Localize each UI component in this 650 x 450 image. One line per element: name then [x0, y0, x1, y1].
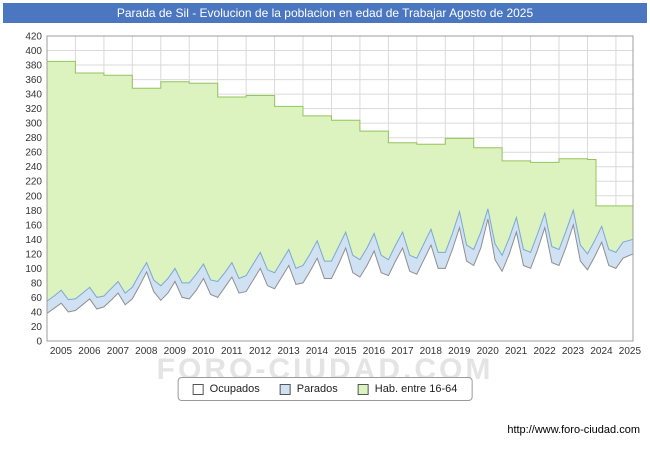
- svg-text:200: 200: [25, 191, 42, 202]
- svg-text:240: 240: [25, 162, 42, 173]
- svg-text:40: 40: [31, 308, 43, 319]
- svg-text:2017: 2017: [391, 346, 414, 357]
- svg-text:80: 80: [31, 278, 43, 289]
- svg-text:260: 260: [25, 148, 42, 159]
- svg-text:2011: 2011: [221, 346, 243, 357]
- svg-text:100: 100: [25, 264, 42, 275]
- svg-text:180: 180: [25, 206, 42, 217]
- chart-legend: Ocupados Parados Hab. entre 16-64: [177, 377, 473, 401]
- svg-text:2019: 2019: [448, 346, 471, 357]
- svg-text:280: 280: [25, 133, 42, 144]
- svg-text:0: 0: [36, 337, 42, 348]
- svg-text:2025: 2025: [619, 346, 642, 357]
- svg-text:2009: 2009: [164, 346, 187, 357]
- svg-text:2020: 2020: [477, 346, 500, 357]
- svg-text:2008: 2008: [135, 346, 158, 357]
- svg-text:2018: 2018: [420, 346, 443, 357]
- svg-text:120: 120: [25, 249, 42, 260]
- svg-text:2012: 2012: [249, 346, 272, 357]
- svg-text:2010: 2010: [192, 346, 215, 357]
- legend-swatch-parados: [279, 383, 291, 395]
- svg-text:2006: 2006: [78, 346, 101, 357]
- svg-text:2015: 2015: [334, 346, 357, 357]
- chart-title-bar: Parada de Sil - Evolucion de la poblacio…: [3, 3, 647, 23]
- svg-text:400: 400: [25, 46, 42, 57]
- svg-text:2016: 2016: [363, 346, 386, 357]
- legend-item-parados: Parados: [279, 383, 338, 395]
- svg-text:2022: 2022: [533, 346, 556, 357]
- svg-text:140: 140: [25, 235, 42, 246]
- legend-swatch-hab-16-64: [357, 383, 369, 395]
- svg-text:2013: 2013: [277, 346, 300, 357]
- chart-title: Parada de Sil - Evolucion de la poblacio…: [116, 6, 534, 20]
- svg-text:20: 20: [31, 322, 43, 333]
- footer-url: http://www.foro-ciudad.com: [507, 424, 640, 436]
- legend-label-ocupados: Ocupados: [209, 383, 260, 395]
- svg-text:2007: 2007: [107, 346, 130, 357]
- svg-text:60: 60: [31, 293, 43, 304]
- svg-text:2014: 2014: [306, 346, 329, 357]
- svg-text:380: 380: [25, 61, 42, 72]
- legend-label-hab-16-64: Hab. entre 16-64: [374, 383, 458, 395]
- legend-label-parados: Parados: [296, 383, 338, 395]
- svg-text:420: 420: [25, 32, 42, 43]
- svg-text:160: 160: [25, 220, 42, 231]
- svg-text:220: 220: [25, 177, 42, 188]
- svg-text:2023: 2023: [562, 346, 585, 357]
- legend-item-hab-16-64: Hab. entre 16-64: [357, 383, 458, 395]
- svg-text:320: 320: [25, 104, 42, 115]
- legend-swatch-ocupados: [192, 383, 204, 395]
- svg-text:360: 360: [25, 75, 42, 86]
- svg-text:2021: 2021: [505, 346, 528, 357]
- svg-text:300: 300: [25, 119, 42, 130]
- svg-text:2024: 2024: [590, 346, 613, 357]
- legend-item-ocupados: Ocupados: [192, 383, 260, 395]
- svg-text:340: 340: [25, 90, 42, 101]
- svg-text:2005: 2005: [50, 346, 73, 357]
